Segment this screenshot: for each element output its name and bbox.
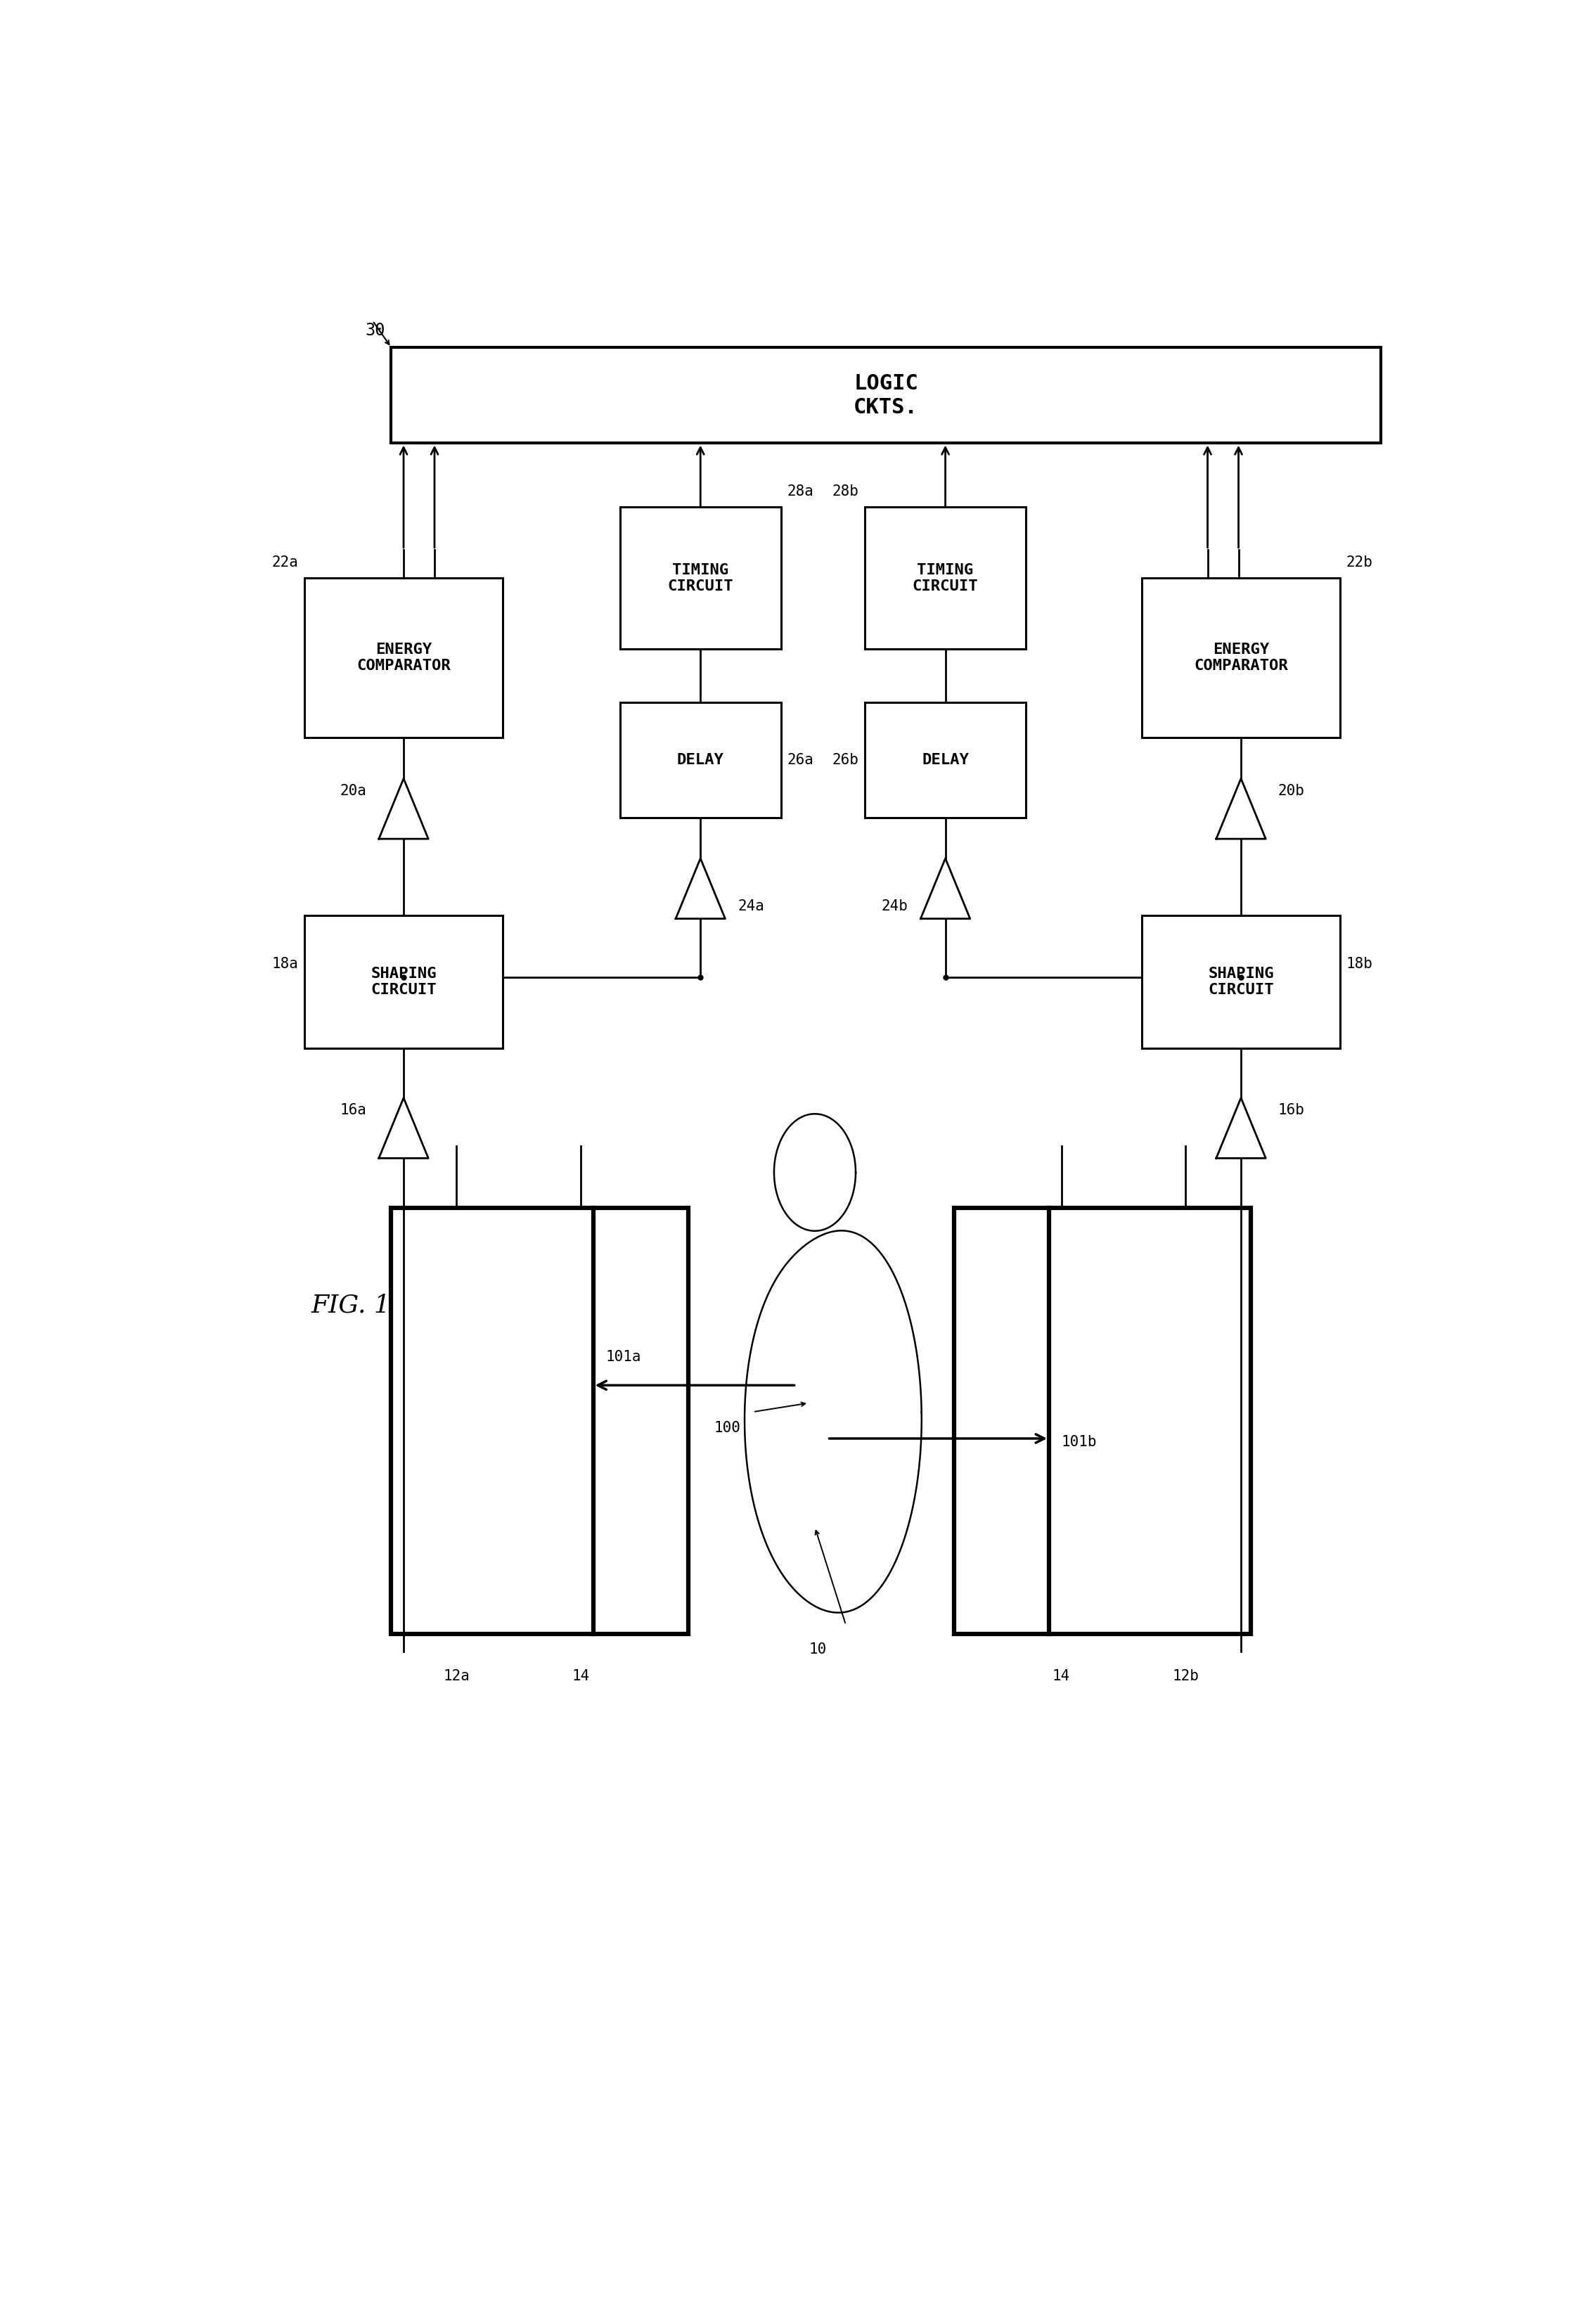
Bar [621, 507, 780, 650]
Text: 12b: 12b [1171, 1668, 1199, 1684]
Text: 18b: 18b [1345, 956, 1373, 970]
Text: 101a: 101a [605, 1350, 642, 1364]
Text: 26b: 26b [832, 753, 859, 767]
Text: 28a: 28a [787, 484, 814, 498]
Text: 24b: 24b [881, 899, 908, 912]
Text: SHAPING
CIRCUIT: SHAPING CIRCUIT [370, 965, 436, 998]
Text: 16b: 16b [1278, 1104, 1304, 1117]
Text: DELAY: DELAY [677, 753, 725, 767]
Text: LOGIC
CKTS.: LOGIC CKTS. [854, 373, 918, 417]
Bar [305, 915, 503, 1048]
Text: 100: 100 [713, 1422, 741, 1435]
Text: 14: 14 [571, 1668, 589, 1684]
Text: 26a: 26a [787, 753, 814, 767]
Text: ENERGY
COMPARATOR: ENERGY COMPARATOR [1194, 643, 1288, 673]
Bar [1143, 578, 1341, 737]
Text: 30: 30 [365, 323, 385, 339]
Text: 101b: 101b [1061, 1435, 1096, 1449]
Bar [391, 1207, 688, 1634]
Bar [305, 578, 503, 737]
Text: DELAY: DELAY [922, 753, 969, 767]
Text: 22a: 22a [271, 555, 298, 569]
Text: 14: 14 [1052, 1668, 1071, 1684]
Text: 20b: 20b [1278, 783, 1304, 797]
Bar [1143, 915, 1341, 1048]
Text: 16a: 16a [340, 1104, 367, 1117]
Bar [865, 507, 1026, 650]
Text: ENERGY
COMPARATOR: ENERGY COMPARATOR [356, 643, 450, 673]
Text: 20a: 20a [340, 783, 367, 797]
Text: 22b: 22b [1345, 555, 1373, 569]
Bar [391, 348, 1381, 442]
Bar [865, 703, 1026, 818]
Bar [621, 703, 780, 818]
Bar [954, 1207, 1251, 1634]
Text: 24a: 24a [737, 899, 764, 912]
Text: TIMING
CIRCUIT: TIMING CIRCUIT [913, 562, 978, 592]
Text: 12a: 12a [444, 1668, 469, 1684]
Text: TIMING
CIRCUIT: TIMING CIRCUIT [667, 562, 733, 592]
Text: FIG. 1: FIG. 1 [311, 1293, 391, 1318]
Text: 10: 10 [809, 1643, 827, 1657]
Text: 28b: 28b [832, 484, 859, 498]
Text: SHAPING
CIRCUIT: SHAPING CIRCUIT [1208, 965, 1274, 998]
Text: 18a: 18a [271, 956, 298, 970]
